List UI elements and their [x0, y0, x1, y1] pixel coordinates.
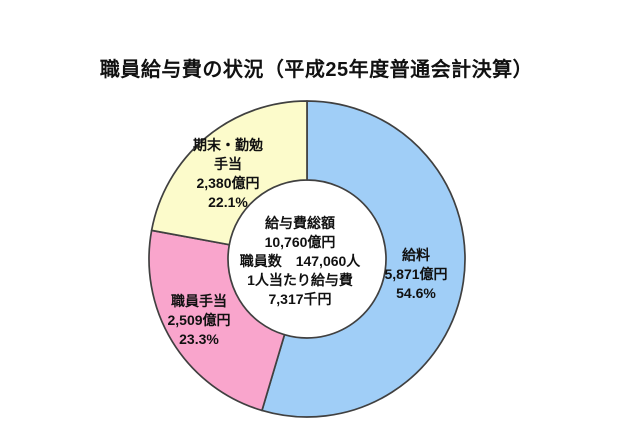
per-person-label: 1人当たり給与費	[247, 272, 353, 288]
segment-percent: 54.6%	[396, 285, 436, 301]
donut-center-text: 給与費総額 10,760億円 職員数 147,060人 1人当たり給与費 7,3…	[240, 214, 361, 309]
segment-name: 期末・勤勉	[193, 137, 263, 153]
segment-value: 2,380億円	[196, 175, 260, 191]
segment-label-salary: 給料 5,871億円 54.6%	[384, 246, 447, 303]
segment-name: 職員手当	[170, 293, 227, 309]
segment-label-staff-allowance: 職員手当 2,509億円 23.3%	[167, 292, 230, 349]
staff-count: 職員数 147,060人	[239, 253, 361, 269]
segment-label-bonus-allowance: 期末・勤勉 手当 2,380億円 22.1%	[193, 136, 263, 212]
pie-segment-staff-allowance	[148, 229, 286, 412]
segment-name: 給料	[401, 247, 430, 263]
segment-percent: 22.1%	[208, 194, 248, 210]
chart-title: 職員給与費の状況（平成25年度普通会計決算）	[99, 59, 534, 81]
pie-segment-bonus-allowance	[150, 100, 308, 246]
segment-name: 手当	[214, 156, 242, 172]
pie-segment-salary	[261, 100, 466, 418]
per-person-value: 7,317千円	[268, 291, 332, 307]
segment-value: 2,509億円	[167, 312, 231, 328]
total-label: 給与費総額	[264, 215, 335, 231]
segment-value: 5,871億円	[384, 266, 448, 282]
total-value: 10,760億円	[264, 234, 336, 250]
segment-percent: 23.3%	[179, 331, 219, 347]
